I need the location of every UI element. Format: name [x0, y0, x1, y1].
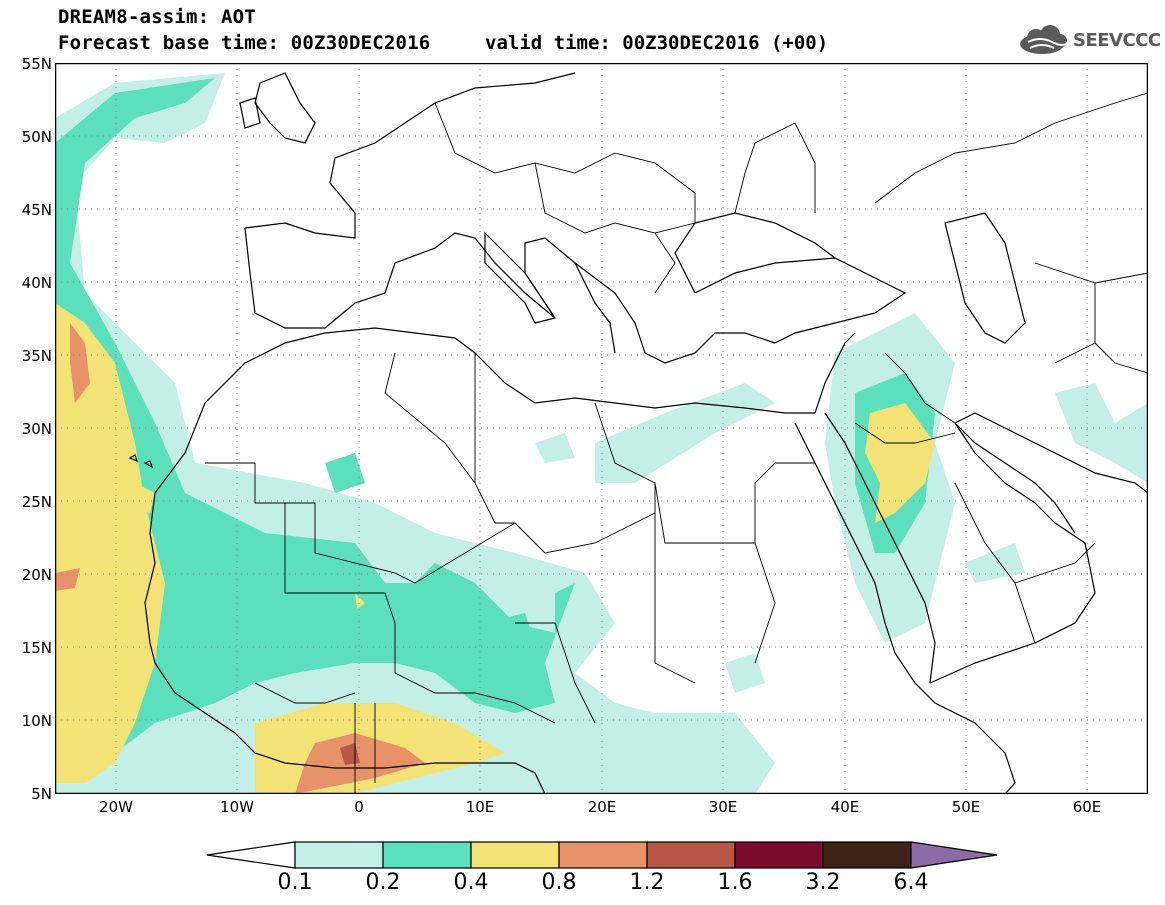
colorbar-label: 3.2: [805, 870, 841, 895]
dust-aot-map: [55, 63, 1148, 794]
lon-label: 20E: [587, 798, 617, 816]
lon-label: 0: [354, 798, 364, 816]
lon-label: 50E: [951, 798, 981, 816]
lat-label: 25N: [21, 493, 52, 511]
lat-label: 40N: [21, 274, 52, 292]
colorbar-swatch: [294, 841, 384, 869]
lat-label: 30N: [21, 420, 52, 438]
colorbar-label: 0.2: [365, 870, 401, 895]
country-borders: [205, 92, 1148, 794]
colorbar-label: 0.4: [453, 870, 489, 895]
lon-label: 10W: [220, 798, 254, 816]
lon-label: 30E: [708, 798, 738, 816]
valid-time: valid time: 00Z30DEC2016 (+00): [485, 32, 829, 54]
aot-colorbar: [206, 841, 998, 869]
aot-layer-0.2: [55, 78, 935, 763]
lon-label: 10E: [465, 798, 495, 816]
lat-label: 45N: [21, 201, 52, 219]
colorbar-label: 0.1: [277, 870, 313, 895]
title-line-2: Forecast base time: 00Z30DEC2016: [58, 32, 431, 54]
title-line-1: DREAM8-assim: AOT: [58, 6, 256, 28]
lat-label: 10N: [21, 712, 52, 730]
colorbar-label: 0.8: [541, 870, 577, 895]
colorbar-swatch: [558, 841, 648, 869]
colorbar-label: 1.6: [717, 870, 753, 895]
lat-label: 35N: [21, 347, 52, 365]
colorbar-arrow-left: [206, 841, 296, 869]
lat-label: 55N: [21, 55, 52, 73]
lat-label: 15N: [21, 639, 52, 657]
lon-label: 20W: [99, 798, 133, 816]
lat-label: 20N: [21, 566, 52, 584]
cloud-icon: [1020, 25, 1069, 54]
lon-label: 60E: [1072, 798, 1102, 816]
coastlines: [128, 72, 1148, 794]
colorbar-swatch: [734, 841, 824, 869]
colorbar-swatch: [646, 841, 736, 869]
colorbar-swatch: [382, 841, 472, 869]
colorbar-swatch: [470, 841, 560, 869]
colorbar-label: 1.2: [629, 870, 665, 895]
lon-label: 40E: [830, 798, 860, 816]
colorbar-arrow-right: [910, 841, 998, 869]
colorbar-swatch: [822, 841, 912, 869]
colorbar-label: 6.4: [893, 870, 929, 895]
lat-label: 5N: [31, 785, 52, 803]
graticule: [55, 63, 1148, 794]
lat-label: 50N: [21, 128, 52, 146]
logo-text: SEEVCCC: [1073, 30, 1161, 51]
